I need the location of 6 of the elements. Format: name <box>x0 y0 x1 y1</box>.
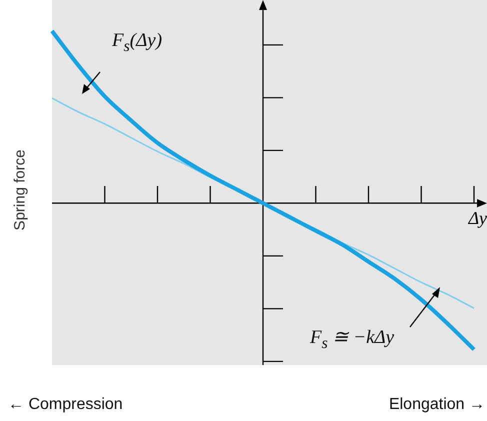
x-axis-title: Δy <box>468 208 487 229</box>
y-axis-title: Spring force <box>12 150 28 230</box>
text: Elongation → <box>388 396 485 414</box>
annotation: F$_{s}$ ≅ −kΔy <box>310 326 394 353</box>
annotation: F$_{s}$(Δy) <box>112 30 162 56</box>
text: ← Compression <box>8 396 123 414</box>
